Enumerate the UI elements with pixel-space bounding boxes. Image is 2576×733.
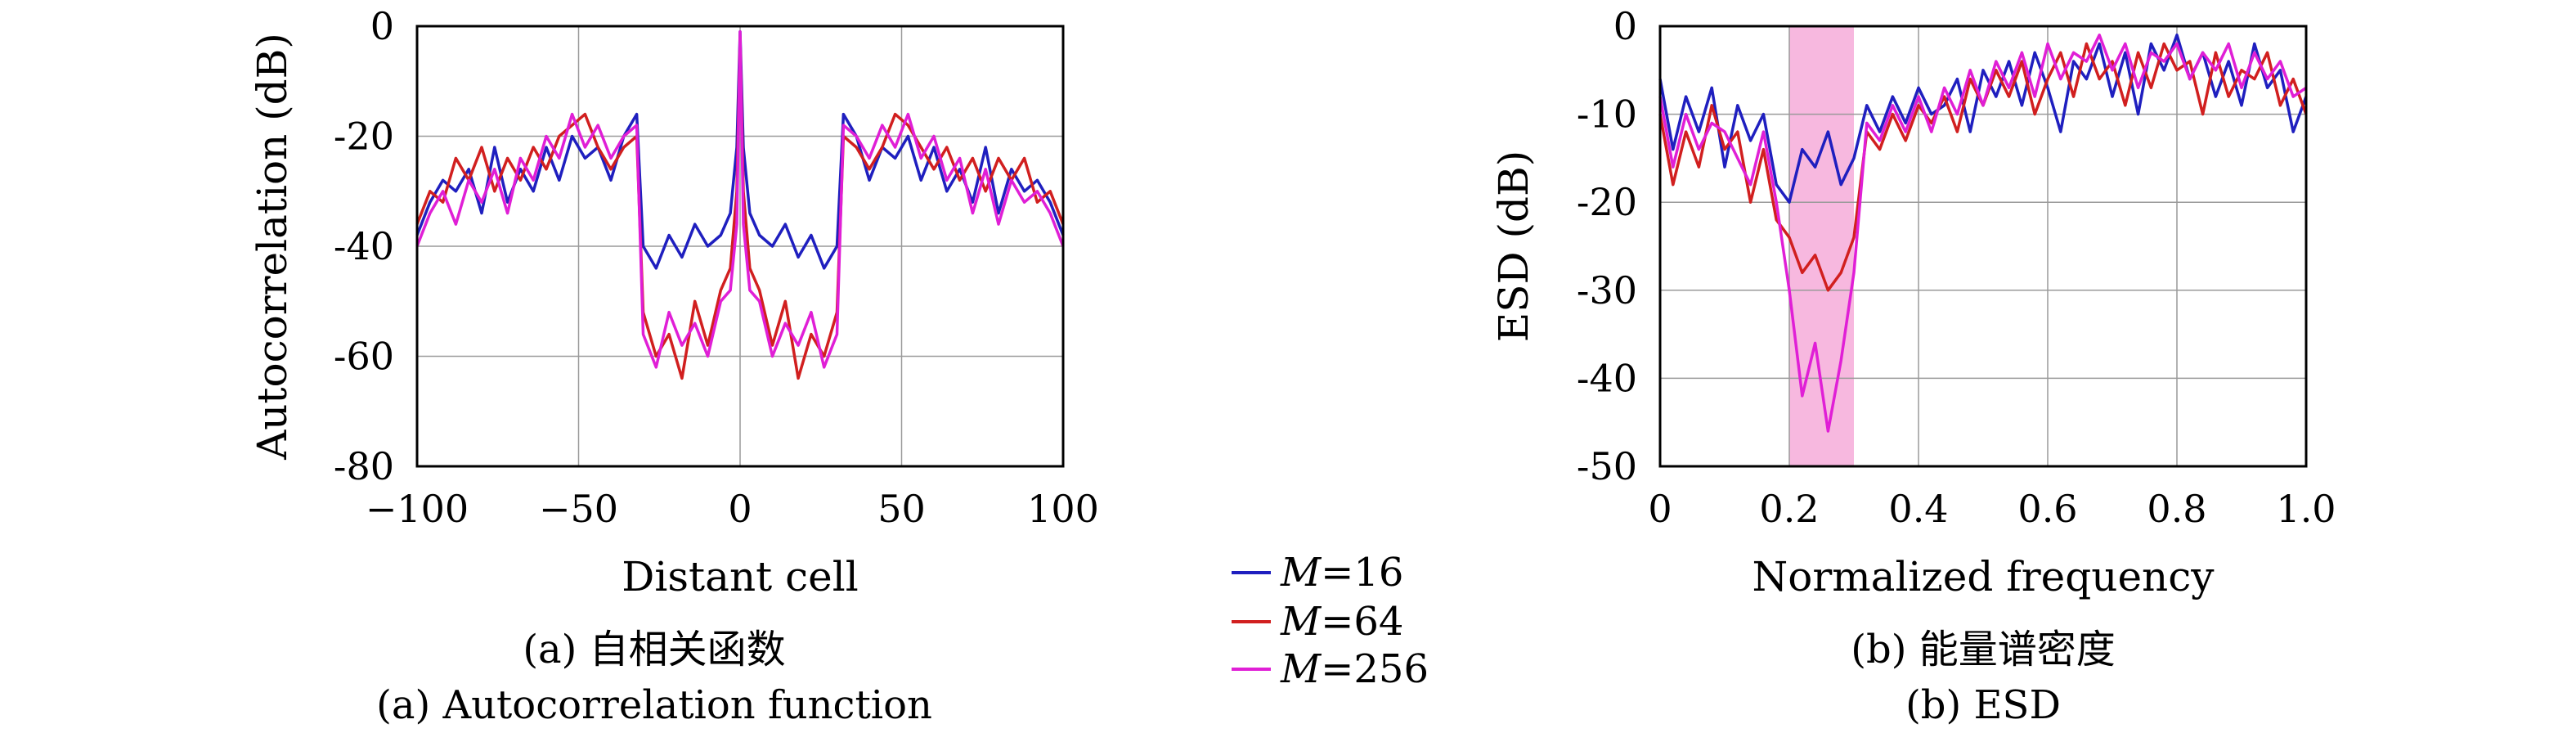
y-tick-label: -80	[334, 444, 394, 488]
esd-lines	[1658, 34, 2308, 433]
x-tick-label: 0.4	[1888, 487, 1948, 531]
autocorrelation-caption-en: (a) Autocorrelation function	[376, 682, 932, 728]
y-tick-label: 0	[370, 4, 394, 48]
esd-y-label: ESD (dB)	[1490, 151, 1537, 343]
y-tick-label: -20	[1577, 180, 1637, 224]
esd-y-ticks: 0 -10 -20 -30 -40 -50	[1577, 4, 1637, 488]
x-tick-label: 0.8	[2147, 487, 2206, 531]
y-tick-label: -60	[334, 335, 394, 379]
y-tick-label: -30	[1577, 268, 1637, 313]
y-tick-label: -50	[1577, 444, 1637, 488]
x-tick-label: 0	[728, 487, 752, 531]
autocorrelation-panel: −100 −50 0 50 100 0 -20 -40 -60 -80 Distant cell…	[249, 4, 1099, 728]
autocorrelation-caption-cn: (a) 自相关函数	[523, 627, 785, 672]
esd-x-label: Normalized frequency	[1752, 553, 2215, 600]
esd-x-ticks: 0 0.2 0.4 0.6 0.8 1.0	[1648, 487, 2336, 531]
autocorrelation-plot-frame	[415, 25, 1065, 468]
y-tick-label: 0	[1613, 4, 1637, 48]
x-tick-label: 0.2	[1759, 487, 1819, 531]
esd-grid	[1660, 26, 2306, 466]
series-line-m64	[1658, 42, 2308, 292]
autocorrelation-x-ticks: −100 −50 0 50 100	[366, 487, 1099, 531]
esd-caption-en: (b) ESD	[1905, 682, 2061, 728]
legend-label-m256: M=256	[1280, 646, 1429, 692]
esd-caption-cn: (b) 能量谱密度	[1851, 627, 2115, 672]
x-tick-label: 50	[877, 487, 926, 531]
autocorrelation-y-ticks: 0 -20 -40 -60 -80	[334, 4, 394, 488]
legend-label-m16: M=16	[1280, 550, 1403, 596]
x-tick-label: −50	[539, 487, 618, 531]
x-tick-label: 100	[1027, 487, 1099, 531]
autocorrelation-lines	[415, 29, 1065, 380]
esd-plot-frame	[1658, 25, 2308, 468]
series-line-m256	[1658, 34, 2307, 433]
autocorrelation-x-label: Distant cell	[622, 553, 858, 600]
esd-highlight-band	[1789, 26, 1854, 466]
x-tick-label: 0	[1648, 487, 1672, 531]
x-tick-label: 0.6	[2017, 487, 2077, 531]
legend-label-m64: M=64	[1280, 599, 1403, 645]
y-tick-label: -40	[334, 224, 394, 268]
y-tick-label: -10	[1577, 92, 1637, 137]
series-line-m256	[415, 29, 1065, 369]
legend: M=16 M=64 M=256	[1232, 550, 1429, 692]
y-tick-label: -40	[1577, 356, 1637, 400]
x-tick-label: 1.0	[2276, 487, 2336, 531]
esd-panel: 0 0.2 0.4 0.6 0.8 1.0 0 -10 -20 -30 -40 -50 Normal…	[1490, 4, 2336, 728]
autocorrelation-y-label: Autocorrelation (dB)	[249, 33, 296, 461]
x-tick-label: −100	[366, 487, 469, 531]
y-tick-label: -20	[334, 115, 394, 159]
